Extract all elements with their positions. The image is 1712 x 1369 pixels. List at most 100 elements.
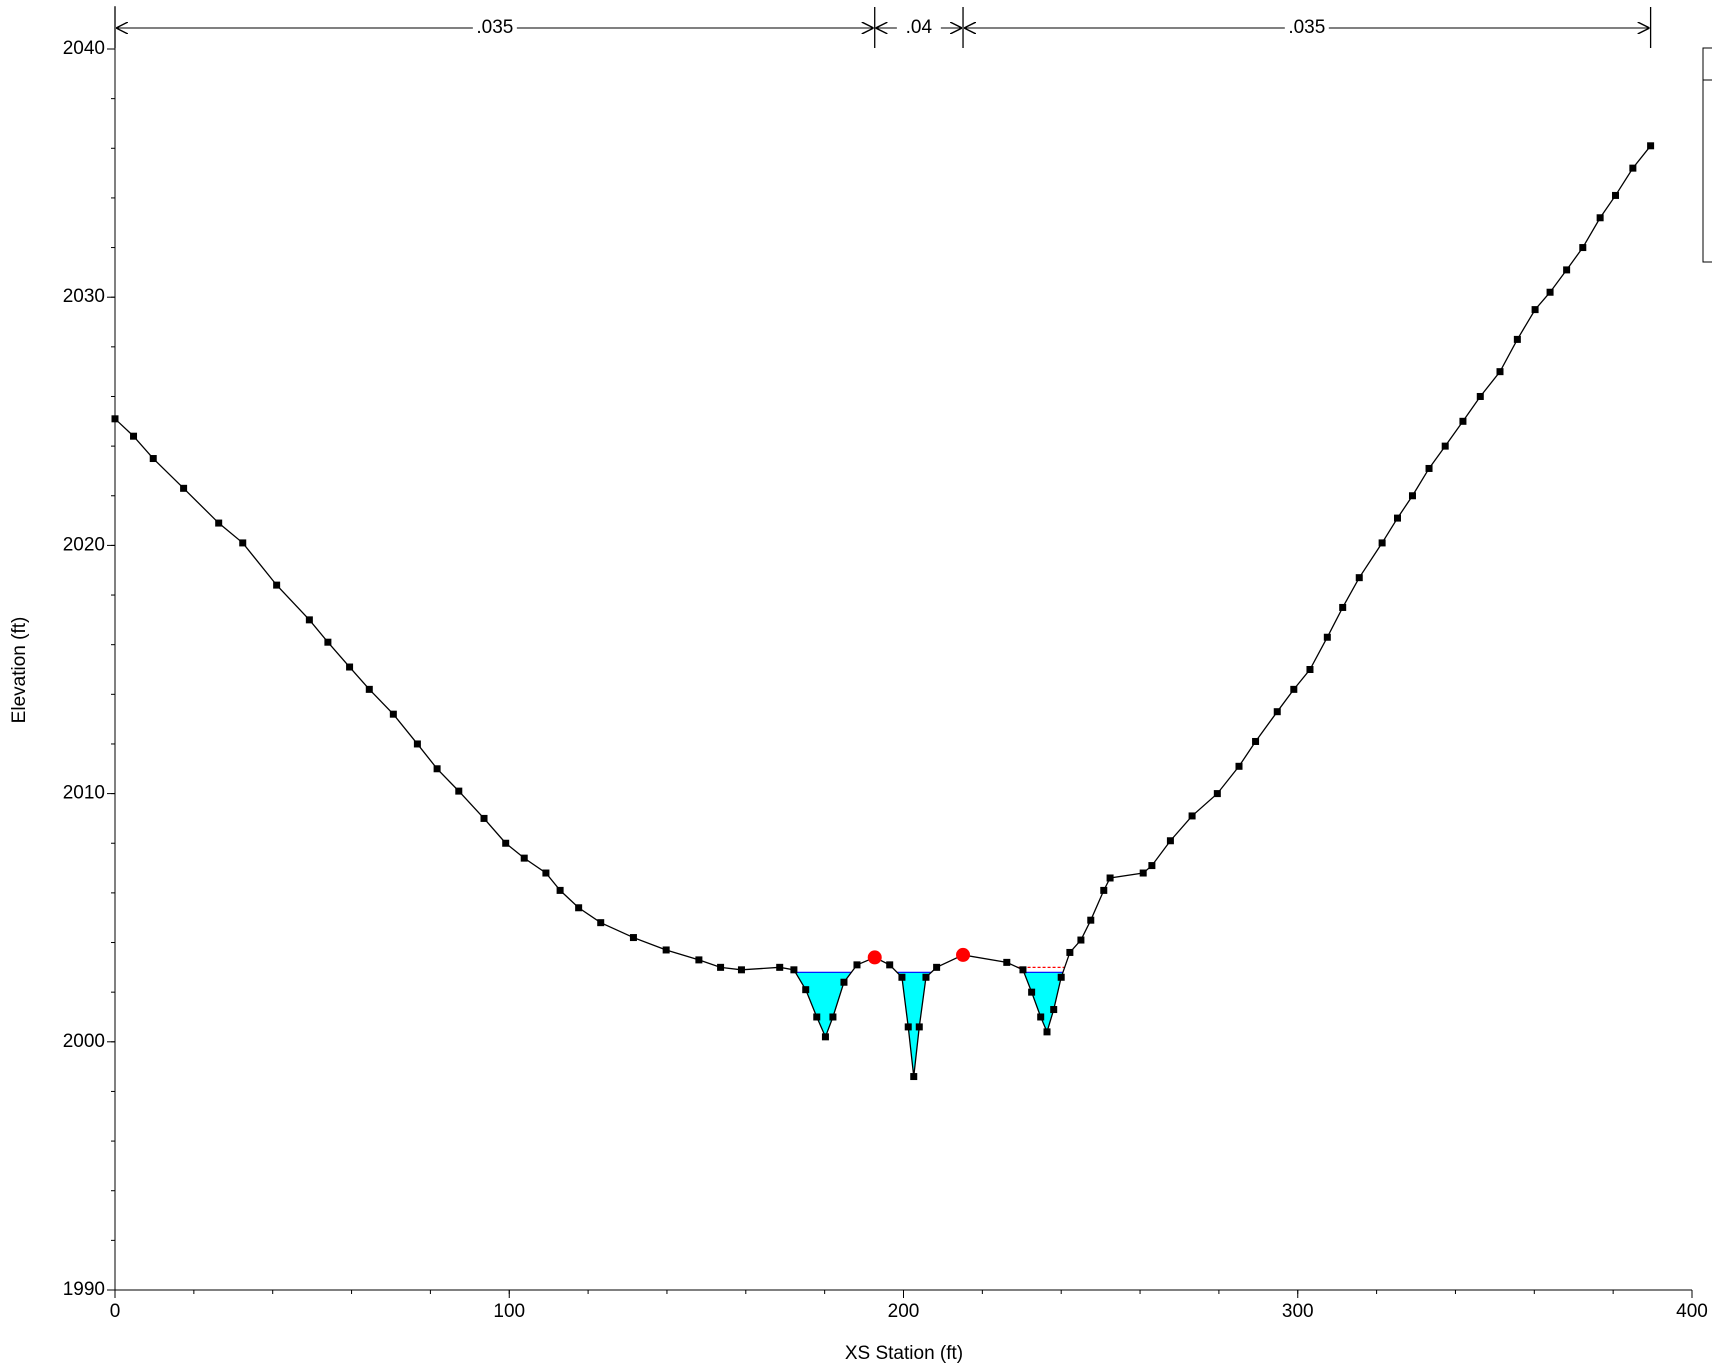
- ground-point: [273, 581, 281, 589]
- ground-point: [1087, 916, 1095, 924]
- ground-point: [898, 973, 906, 981]
- ground-point: [1019, 966, 1027, 974]
- y-tick-label: 2030: [63, 286, 105, 307]
- ground-point: [840, 978, 848, 986]
- ground-point: [1476, 392, 1484, 400]
- bank-station: [867, 950, 882, 965]
- ground-point: [1596, 214, 1604, 222]
- x-tick-label: 400: [1676, 1301, 1708, 1322]
- ground-point: [1066, 948, 1074, 956]
- ground-point: [1235, 762, 1243, 770]
- ground-point: [629, 934, 637, 942]
- ground-point: [886, 961, 894, 969]
- y-tick-label: 2010: [63, 783, 105, 804]
- ground-point: [1339, 603, 1347, 611]
- bank-station: [956, 947, 971, 962]
- ground-point: [1252, 737, 1260, 745]
- water-area: [115, 972, 1651, 1077]
- y-axis-label: Elevation (ft): [9, 617, 30, 724]
- ground-point: [239, 539, 247, 547]
- ground-point: [1273, 708, 1281, 716]
- ground-point: [556, 886, 564, 894]
- ground-point: [1100, 886, 1108, 894]
- ground-point: [1459, 417, 1467, 425]
- ground-point: [790, 966, 798, 974]
- ground-point: [502, 839, 510, 847]
- y-tick-label: 1990: [63, 1279, 105, 1300]
- ground-point: [1003, 958, 1011, 966]
- ground-point: [1057, 973, 1065, 981]
- ground-point: [695, 956, 703, 964]
- ground-point: [915, 1023, 923, 1031]
- ground-point: [1441, 442, 1449, 450]
- ground-point: [455, 787, 463, 795]
- ground-point: [305, 616, 313, 624]
- ground-point: [1496, 368, 1504, 376]
- ground-point: [933, 963, 941, 971]
- x-tick-label: 200: [888, 1301, 920, 1322]
- ground-point: [575, 904, 583, 912]
- ground-point: [520, 854, 528, 862]
- ground-point: [829, 1013, 837, 1021]
- ground-point: [1188, 812, 1196, 820]
- ground-line: [114, 145, 1652, 1077]
- n-value-label: .035: [1288, 17, 1325, 38]
- ground-point: [813, 1013, 821, 1021]
- ground-point: [662, 946, 670, 954]
- ground-point: [910, 1073, 918, 1081]
- ground-point: [1050, 1006, 1058, 1014]
- ground-point: [1290, 685, 1298, 693]
- ground-point: [1323, 633, 1331, 641]
- ground-point: [737, 966, 745, 974]
- ground-point: [433, 765, 441, 773]
- ground-point: [1037, 1013, 1045, 1021]
- ground-point: [1148, 862, 1156, 870]
- x-tick-label: 0: [110, 1301, 121, 1322]
- ground-point: [1612, 191, 1620, 199]
- ground-point: [1213, 790, 1221, 798]
- x-axis-label: XS Station (ft): [845, 1343, 963, 1364]
- y-tick-label: 2000: [63, 1031, 105, 1052]
- ground-point: [365, 685, 373, 693]
- ground-point: [1378, 539, 1386, 547]
- ground-point: [1043, 1028, 1051, 1036]
- ground-point: [413, 740, 421, 748]
- ground-point: [1106, 874, 1114, 882]
- ground-point: [346, 663, 354, 671]
- ground-point: [1579, 244, 1587, 252]
- ground-point: [1393, 514, 1401, 522]
- ground-point: [1546, 288, 1554, 296]
- ground-point: [1531, 306, 1539, 314]
- ground-point: [802, 986, 810, 994]
- ground-point: [853, 961, 861, 969]
- ground-point: [776, 963, 784, 971]
- ground-point: [922, 973, 930, 981]
- ground-point: [821, 1033, 829, 1041]
- n-value-label: .04: [906, 17, 933, 38]
- ground-point: [1355, 574, 1363, 582]
- ground-point: [324, 638, 332, 646]
- ground-point: [1077, 936, 1085, 944]
- ground-point: [480, 814, 488, 822]
- ground-point: [180, 484, 188, 492]
- ground-point: [1647, 142, 1655, 150]
- n-value-label: .035: [476, 17, 513, 38]
- x-tick-label: 100: [493, 1301, 525, 1322]
- ground-point: [215, 519, 223, 527]
- ground-point: [542, 869, 550, 877]
- ground-point: [1408, 492, 1416, 500]
- ground-point: [904, 1023, 912, 1031]
- ground-point: [111, 415, 119, 423]
- ground-point: [1629, 164, 1637, 172]
- ground-point: [1028, 988, 1036, 996]
- y-tick-label: 2020: [63, 534, 105, 555]
- legend-box: [1702, 47, 1712, 263]
- ground-point: [717, 963, 725, 971]
- ground-point: [1563, 266, 1571, 274]
- ground-point: [597, 919, 605, 927]
- ground-point: [1166, 837, 1174, 845]
- ground-point: [1306, 666, 1314, 673]
- ground-point: [149, 455, 157, 463]
- ground-point: [1425, 464, 1433, 472]
